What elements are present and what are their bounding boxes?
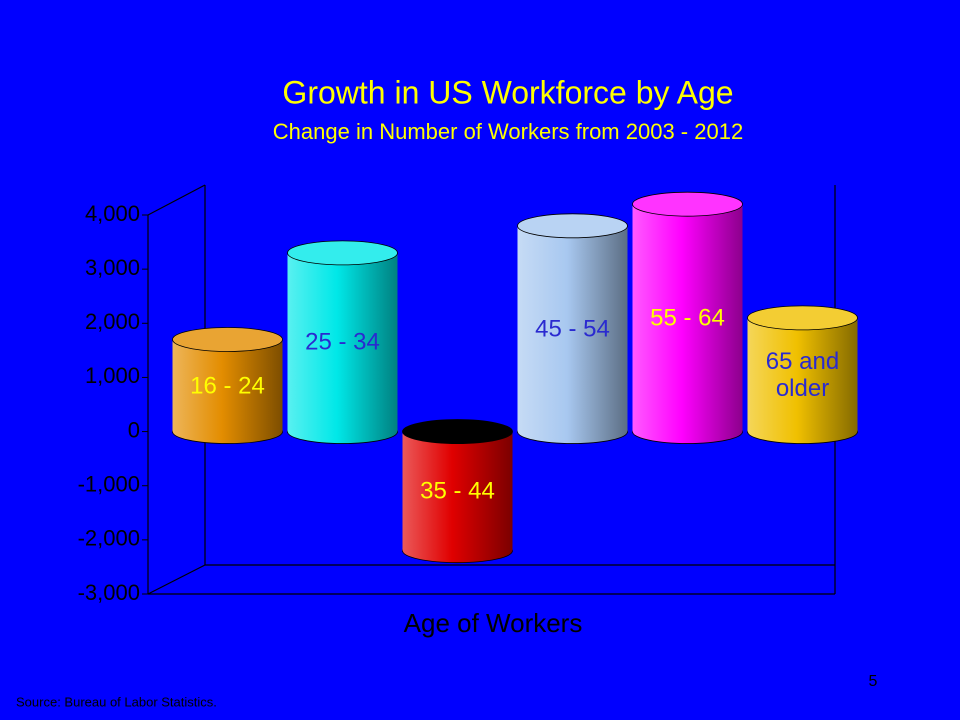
y-tick-label: -3,000 (78, 580, 140, 605)
bar-cap (632, 191, 743, 217)
chart-subtitle: Change in Number of Workers from 2003 - … (273, 119, 743, 144)
y-tick-label: 0 (128, 417, 140, 442)
y-tick-label: -1,000 (78, 472, 140, 497)
bar-cap (517, 213, 628, 239)
y-tick-label: 1,000 (85, 363, 140, 388)
bar (172, 339, 283, 432)
y-tick-label: 4,000 (85, 201, 140, 226)
y-tick-label: 3,000 (85, 255, 140, 280)
bar-cap (287, 240, 398, 266)
wall-top-edge (147, 184, 206, 216)
bar (517, 225, 628, 432)
category-label: 25 - 34 (305, 328, 380, 356)
category-label: 65 and older (765, 347, 840, 402)
page-number: 5 (869, 673, 878, 690)
bar-cap (747, 305, 858, 331)
x-axis-label: Age of Workers (404, 608, 583, 638)
source: Source: Bureau of Labor Statistics. (16, 694, 217, 709)
category-label: 16 - 24 (190, 372, 265, 400)
bar (402, 431, 513, 551)
bar (747, 317, 858, 432)
bar-cap (402, 419, 513, 444)
y-tick-label: -2,000 (78, 526, 140, 551)
category-label: 45 - 54 (535, 315, 610, 343)
category-label: 55 - 64 (650, 304, 725, 332)
floor-side-edge (147, 564, 206, 595)
y-tick-label: 2,000 (85, 309, 140, 334)
bar-cap (172, 327, 283, 352)
chart-title: Growth in US Workforce by Age (282, 74, 733, 110)
bar (287, 252, 398, 432)
bar (632, 204, 743, 432)
category-label: 35 - 44 (420, 477, 495, 505)
